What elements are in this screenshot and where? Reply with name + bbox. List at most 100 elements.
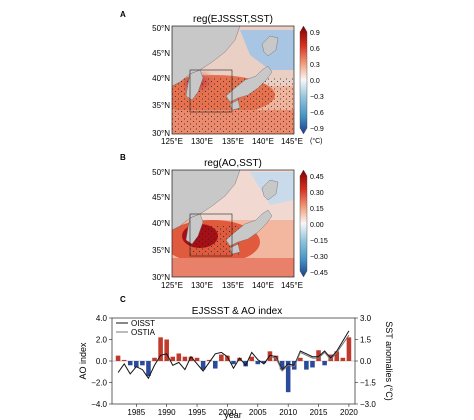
ao-bar (285, 361, 291, 393)
y-tick-label: 0.0 (96, 357, 108, 366)
ao-bar (316, 350, 321, 361)
ao-bar (164, 339, 169, 361)
y2-tick-label: 1.5 (360, 336, 372, 345)
lon-labels-b: 125°E 130°E 135°E 140°E 145°E (161, 281, 303, 290)
legend: OISST OSTIA (116, 319, 156, 337)
map-b (172, 170, 294, 277)
ao-bar (194, 357, 200, 361)
ao-bar (346, 337, 352, 361)
lat-label: 30°N (152, 273, 170, 282)
colorbar-tick: −0.30 (310, 254, 328, 261)
x-tick-label: 2000 (219, 408, 237, 417)
panel-c: C EJSSST & AO index 4.0 2.0 0.0 −2.0 −4.0 3.0… (78, 295, 394, 420)
map-title-a: reg(EJSSST,SST) (193, 14, 273, 25)
x-tick-label: 1990 (158, 408, 176, 417)
lon-label: 135°E (222, 281, 244, 290)
ao-bar (115, 355, 121, 361)
lat-label: 35°N (152, 101, 170, 110)
ao-bar (212, 361, 218, 369)
y-tick-label: 4.0 (96, 314, 108, 323)
ao-bar (121, 359, 127, 361)
y-tick-label: −4.0 (91, 400, 107, 409)
colorbar-tick: 0.15 (310, 206, 324, 213)
x-axis-label: year (224, 410, 242, 420)
colorbar-tick: 0.30 (310, 190, 324, 197)
ao-bar (249, 356, 255, 361)
chart-title: EJSSST & AO index (192, 306, 282, 317)
ao-bar (206, 359, 212, 361)
lon-label: 140°E (252, 281, 274, 290)
colorbar-tick: −0.15 (310, 238, 328, 245)
colorbar-a: 0.9 0.6 0.3 0.0 −0.3 −0.6 −0.9 (°C) (299, 25, 324, 145)
ao-bar (182, 356, 188, 361)
map-title-b: reg(AO,SST) (204, 158, 262, 169)
y2-tick-label: 3.0 (360, 314, 372, 323)
lat-label: 50°N (152, 24, 170, 33)
colorbar-tick: 0.0 (310, 78, 320, 85)
x-tick-label: 2015 (310, 408, 328, 417)
ao-bar (158, 337, 163, 361)
colorbar-tick: −0.6 (310, 110, 324, 117)
ao-bar (146, 361, 151, 377)
colorbar-tick: 0.00 (310, 222, 324, 229)
x-tick-label: 1995 (188, 408, 206, 417)
colorbar-tick: −0.3 (310, 94, 324, 101)
lon-label: 130°E (191, 137, 213, 146)
ao-bar (279, 361, 285, 370)
ao-bar (188, 356, 194, 361)
ao-bar (231, 361, 236, 365)
colorbar-tick: 0.6 (310, 46, 320, 53)
y-axis-label: AO index (78, 342, 88, 380)
lat-label: 40°N (152, 74, 170, 83)
x-tick-label: 1985 (127, 408, 145, 417)
lat-label: 50°N (152, 168, 170, 177)
lon-label: 135°E (222, 137, 244, 146)
lon-label: 140°E (252, 137, 274, 146)
ao-bar (310, 361, 315, 368)
ao-bar (237, 357, 242, 361)
plot-frame (111, 317, 356, 405)
colorbar-tick: −0.9 (310, 126, 324, 133)
ao-bar (255, 361, 261, 365)
lat-label: 35°N (152, 246, 170, 255)
lat-labels-a: 50°N 45°N 40°N 35°N 30°N (152, 24, 170, 138)
lat-label: 40°N (152, 219, 170, 228)
ao-bar (334, 351, 340, 361)
lat-label: 45°N (152, 49, 170, 58)
ao-bar (200, 361, 206, 370)
legend-label-oisst: OISST (131, 319, 155, 328)
lat-label: 30°N (152, 129, 170, 138)
x-tick-label: 2005 (249, 408, 267, 417)
lon-label: 145°E (281, 281, 303, 290)
y-tick-label: −2.0 (91, 379, 107, 388)
y2-axis-label: SST anomalies (°C) (384, 321, 394, 400)
x-tick-label: 2020 (340, 408, 358, 417)
lon-label: 125°E (161, 281, 183, 290)
ao-bar (225, 355, 230, 361)
panel-letter-a: A (120, 10, 126, 19)
y2-tick-label: −3.0 (360, 400, 376, 409)
ao-bar (140, 361, 145, 366)
series-line-oisst (117, 330, 350, 380)
y2-tick-label: −1.5 (360, 379, 376, 388)
ao-bar (261, 361, 267, 364)
panel-b: B reg(AO,SST) 50°N 45°N 40°N 35°N 30°N (120, 153, 328, 290)
timeseries-chart: 4.0 2.0 0.0 −2.0 −4.0 3.0 1.5 0.0 −1.5 −3.0 1985 19… (91, 314, 376, 417)
colorbar-b: 0.45 0.30 0.15 0.00 −0.15 −0.30 −0.45 (299, 169, 328, 278)
ao-bar (127, 361, 133, 366)
ao-bar (152, 357, 157, 361)
panel-letter-b: B (120, 153, 126, 162)
ao-bar (134, 361, 139, 368)
lon-label: 125°E (161, 137, 183, 146)
ao-bar (219, 354, 224, 361)
legend-label-ostia: OSTIA (131, 328, 156, 337)
ao-bar (176, 353, 182, 361)
panel-letter-c: C (120, 295, 126, 304)
map-a (172, 26, 294, 134)
ao-bar (298, 357, 303, 361)
y-tick-label: 2.0 (96, 336, 108, 345)
ao-bar (170, 356, 176, 361)
colorbar-unit: (°C) (310, 137, 323, 145)
colorbar-tick: 0.45 (310, 174, 324, 181)
